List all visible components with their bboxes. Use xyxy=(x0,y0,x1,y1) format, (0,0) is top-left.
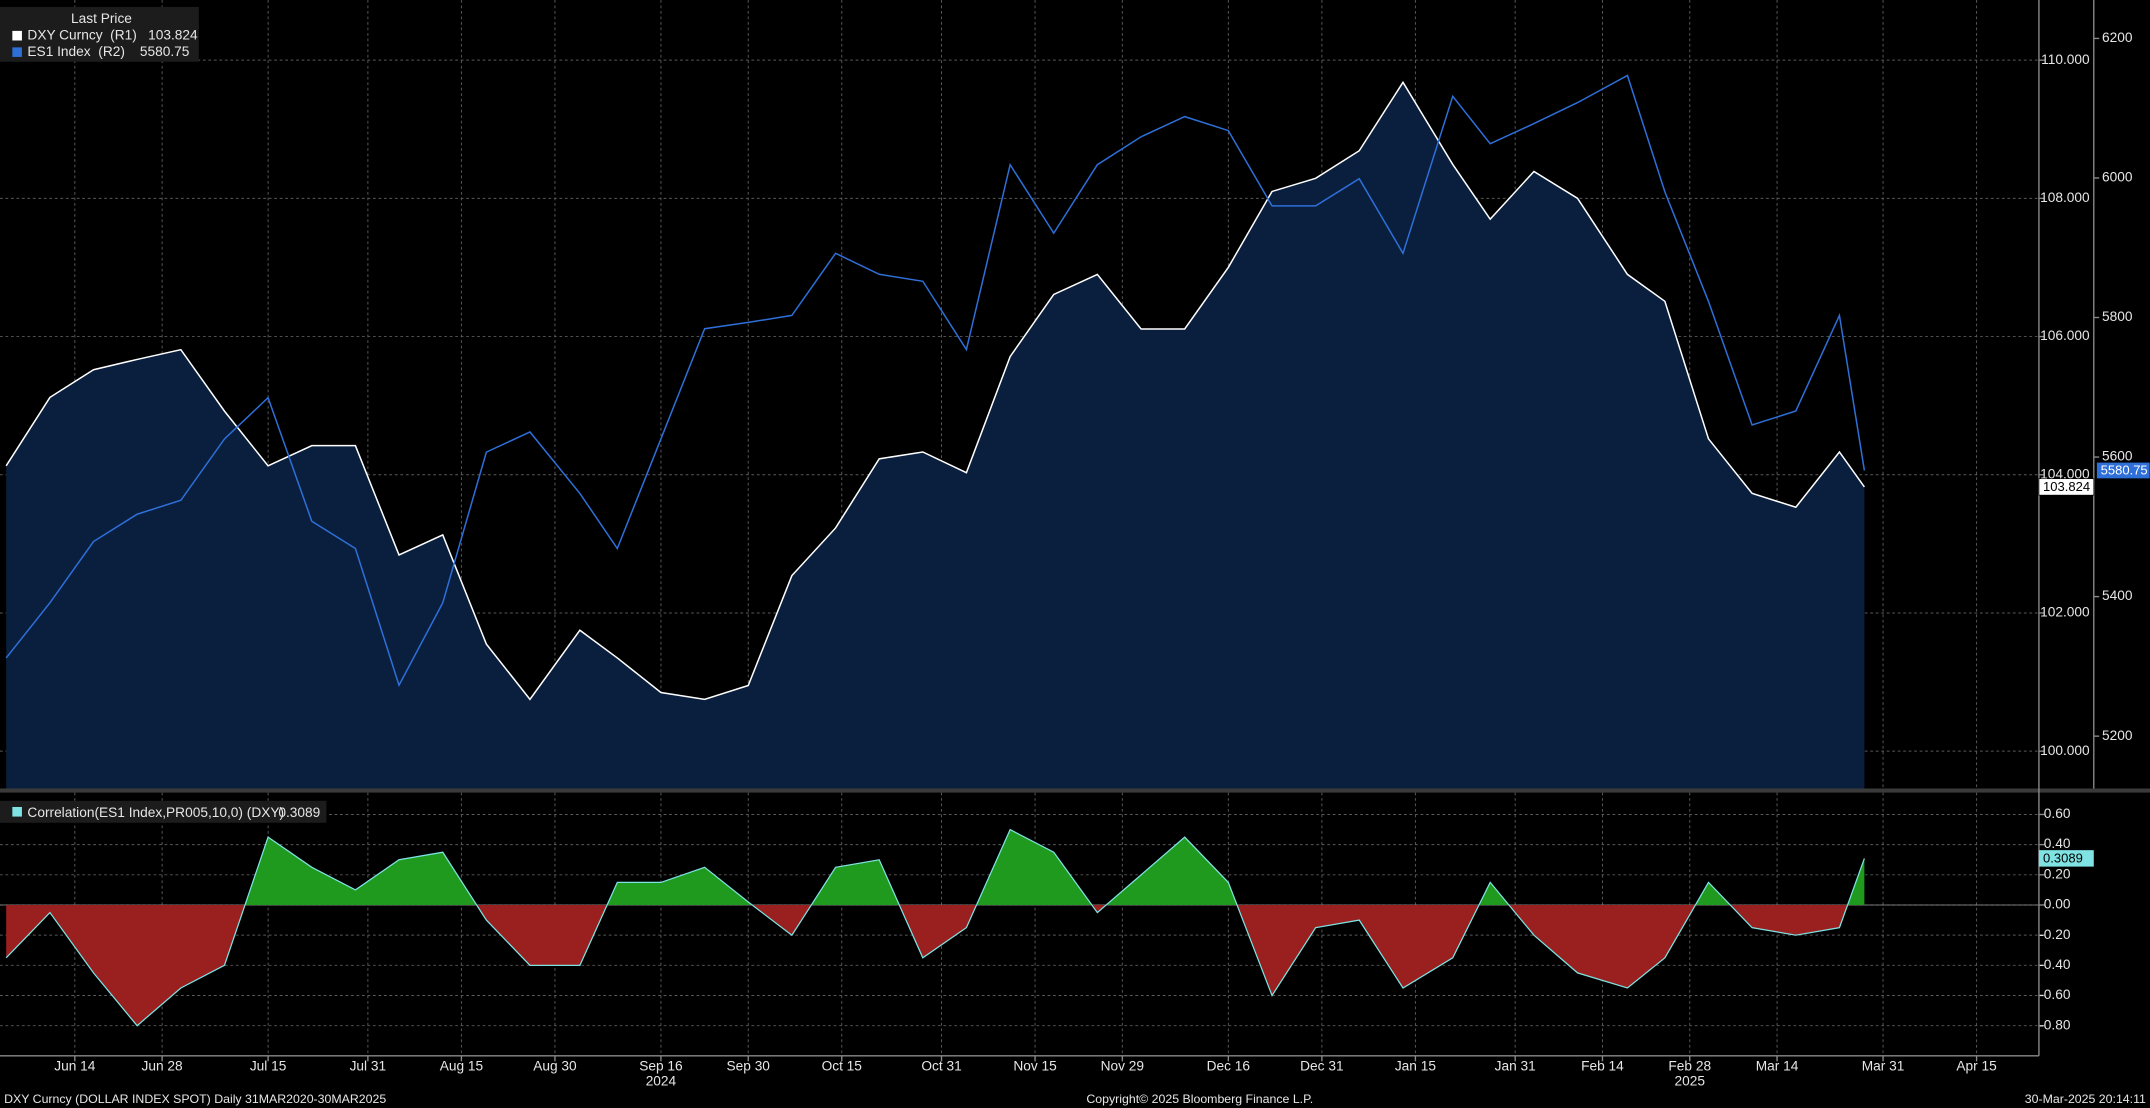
legend-swatch xyxy=(12,47,22,57)
x-tick-label: Jan 31 xyxy=(1495,1058,1536,1073)
series-line xyxy=(5,74,1866,688)
legend-swatch xyxy=(12,30,22,41)
legend-box xyxy=(0,6,199,62)
last-value-badge xyxy=(2096,461,2150,480)
last-value-label: 0.3089 xyxy=(2043,851,2083,866)
plot-layer xyxy=(0,0,2039,1056)
x-tick-label: Jun 14 xyxy=(54,1058,96,1073)
x-tick-label: Oct 31 xyxy=(921,1058,961,1073)
y2-tick-label: 5800 xyxy=(2102,309,2133,324)
legend-label: DXY Curncy (R1) xyxy=(27,27,136,42)
y-tick-label: -0.40 xyxy=(2039,957,2071,972)
x-tick-label: Nov 15 xyxy=(1013,1058,1057,1073)
x-tick-label: Dec 16 xyxy=(1207,1058,1251,1073)
legend-label: Correlation(ES1 Index,PR005,10,0) (DXY) xyxy=(27,805,284,820)
x-tick-label: Sep 30 xyxy=(727,1058,771,1073)
year-label: 2024 xyxy=(646,1074,677,1089)
y2-tick-label: 6000 xyxy=(2102,170,2133,185)
y2-tick-label: 5400 xyxy=(2102,588,2133,603)
legend-value: 5580.75 xyxy=(140,44,190,59)
y-tick-label: 110.000 xyxy=(2041,52,2090,67)
footer-right: 30-Mar-2025 20:14:11 xyxy=(2025,1092,2146,1106)
legend-title: Last Price xyxy=(71,11,132,26)
y-tick-label: 0.20 xyxy=(2044,866,2071,881)
x-tick-label: Mar 31 xyxy=(1862,1058,1905,1073)
y-tick-label: 100.000 xyxy=(2040,743,2090,758)
x-tick-label: Feb 28 xyxy=(1668,1058,1711,1073)
x-tick-label: Jan 15 xyxy=(1395,1058,1437,1073)
legend-value: 0.3089 xyxy=(278,805,320,820)
y2-tick-label: 5600 xyxy=(2102,449,2133,464)
negative-area xyxy=(6,904,1848,1026)
y-tick-label: -0.20 xyxy=(2039,927,2071,942)
legend-swatch xyxy=(12,806,22,817)
last-value-badge xyxy=(2038,850,2094,867)
y-tick-label: 106.000 xyxy=(2040,328,2090,343)
x-tick-label: Nov 29 xyxy=(1101,1058,1144,1073)
y2-tick-label: 5200 xyxy=(2102,728,2133,743)
y-tick-label: -0.80 xyxy=(2039,1017,2071,1032)
y-tick-label: 0.60 xyxy=(2044,806,2071,821)
y-tick-label: 104.000 xyxy=(2040,466,2090,481)
footer-left: DXY Curncy (DOLLAR INDEX SPOT) Daily 31M… xyxy=(4,1092,386,1106)
x-tick-label: Oct 15 xyxy=(822,1058,863,1073)
y-tick-label: 0.40 xyxy=(2044,836,2071,851)
x-tick-label: Jul 15 xyxy=(250,1058,287,1073)
series-line xyxy=(5,80,1865,701)
year-label: 2025 xyxy=(1675,1074,1706,1089)
x-tick-label: Aug 15 xyxy=(440,1058,484,1073)
y-tick-label: 108.000 xyxy=(2040,190,2090,205)
panel-separator xyxy=(0,788,2150,793)
x-tick-label: Feb 14 xyxy=(1581,1058,1624,1073)
y-tick-label: -0.60 xyxy=(2039,987,2071,1002)
x-tick-label: Jun 28 xyxy=(142,1058,184,1073)
last-value-label: 103.824 xyxy=(2043,479,2090,494)
legend-label: ES1 Index (R2) xyxy=(27,44,124,59)
last-value-label: 5580.75 xyxy=(2101,463,2148,478)
last-value-badge xyxy=(2038,478,2095,496)
x-tick-label: Sep 16 xyxy=(639,1058,683,1073)
legend-value: 103.824 xyxy=(148,27,198,42)
area xyxy=(6,82,1865,789)
y-tick-label: 102.000 xyxy=(2040,605,2090,620)
x-tick-label: Jul 31 xyxy=(350,1058,387,1073)
y-tick-label: 0.00 xyxy=(2044,897,2071,912)
x-tick-label: Aug 30 xyxy=(533,1058,577,1073)
y2-tick-label: 6200 xyxy=(2102,30,2133,45)
x-tick-label: Mar 14 xyxy=(1756,1058,1799,1073)
x-tick-label: Dec 31 xyxy=(1300,1058,1343,1073)
series-line xyxy=(5,828,1865,1027)
footer-center: Copyright© 2025 Bloomberg Finance L.P. xyxy=(1086,1092,1313,1106)
x-tick-label: Apr 15 xyxy=(1956,1058,1997,1073)
legend-box xyxy=(0,800,327,823)
